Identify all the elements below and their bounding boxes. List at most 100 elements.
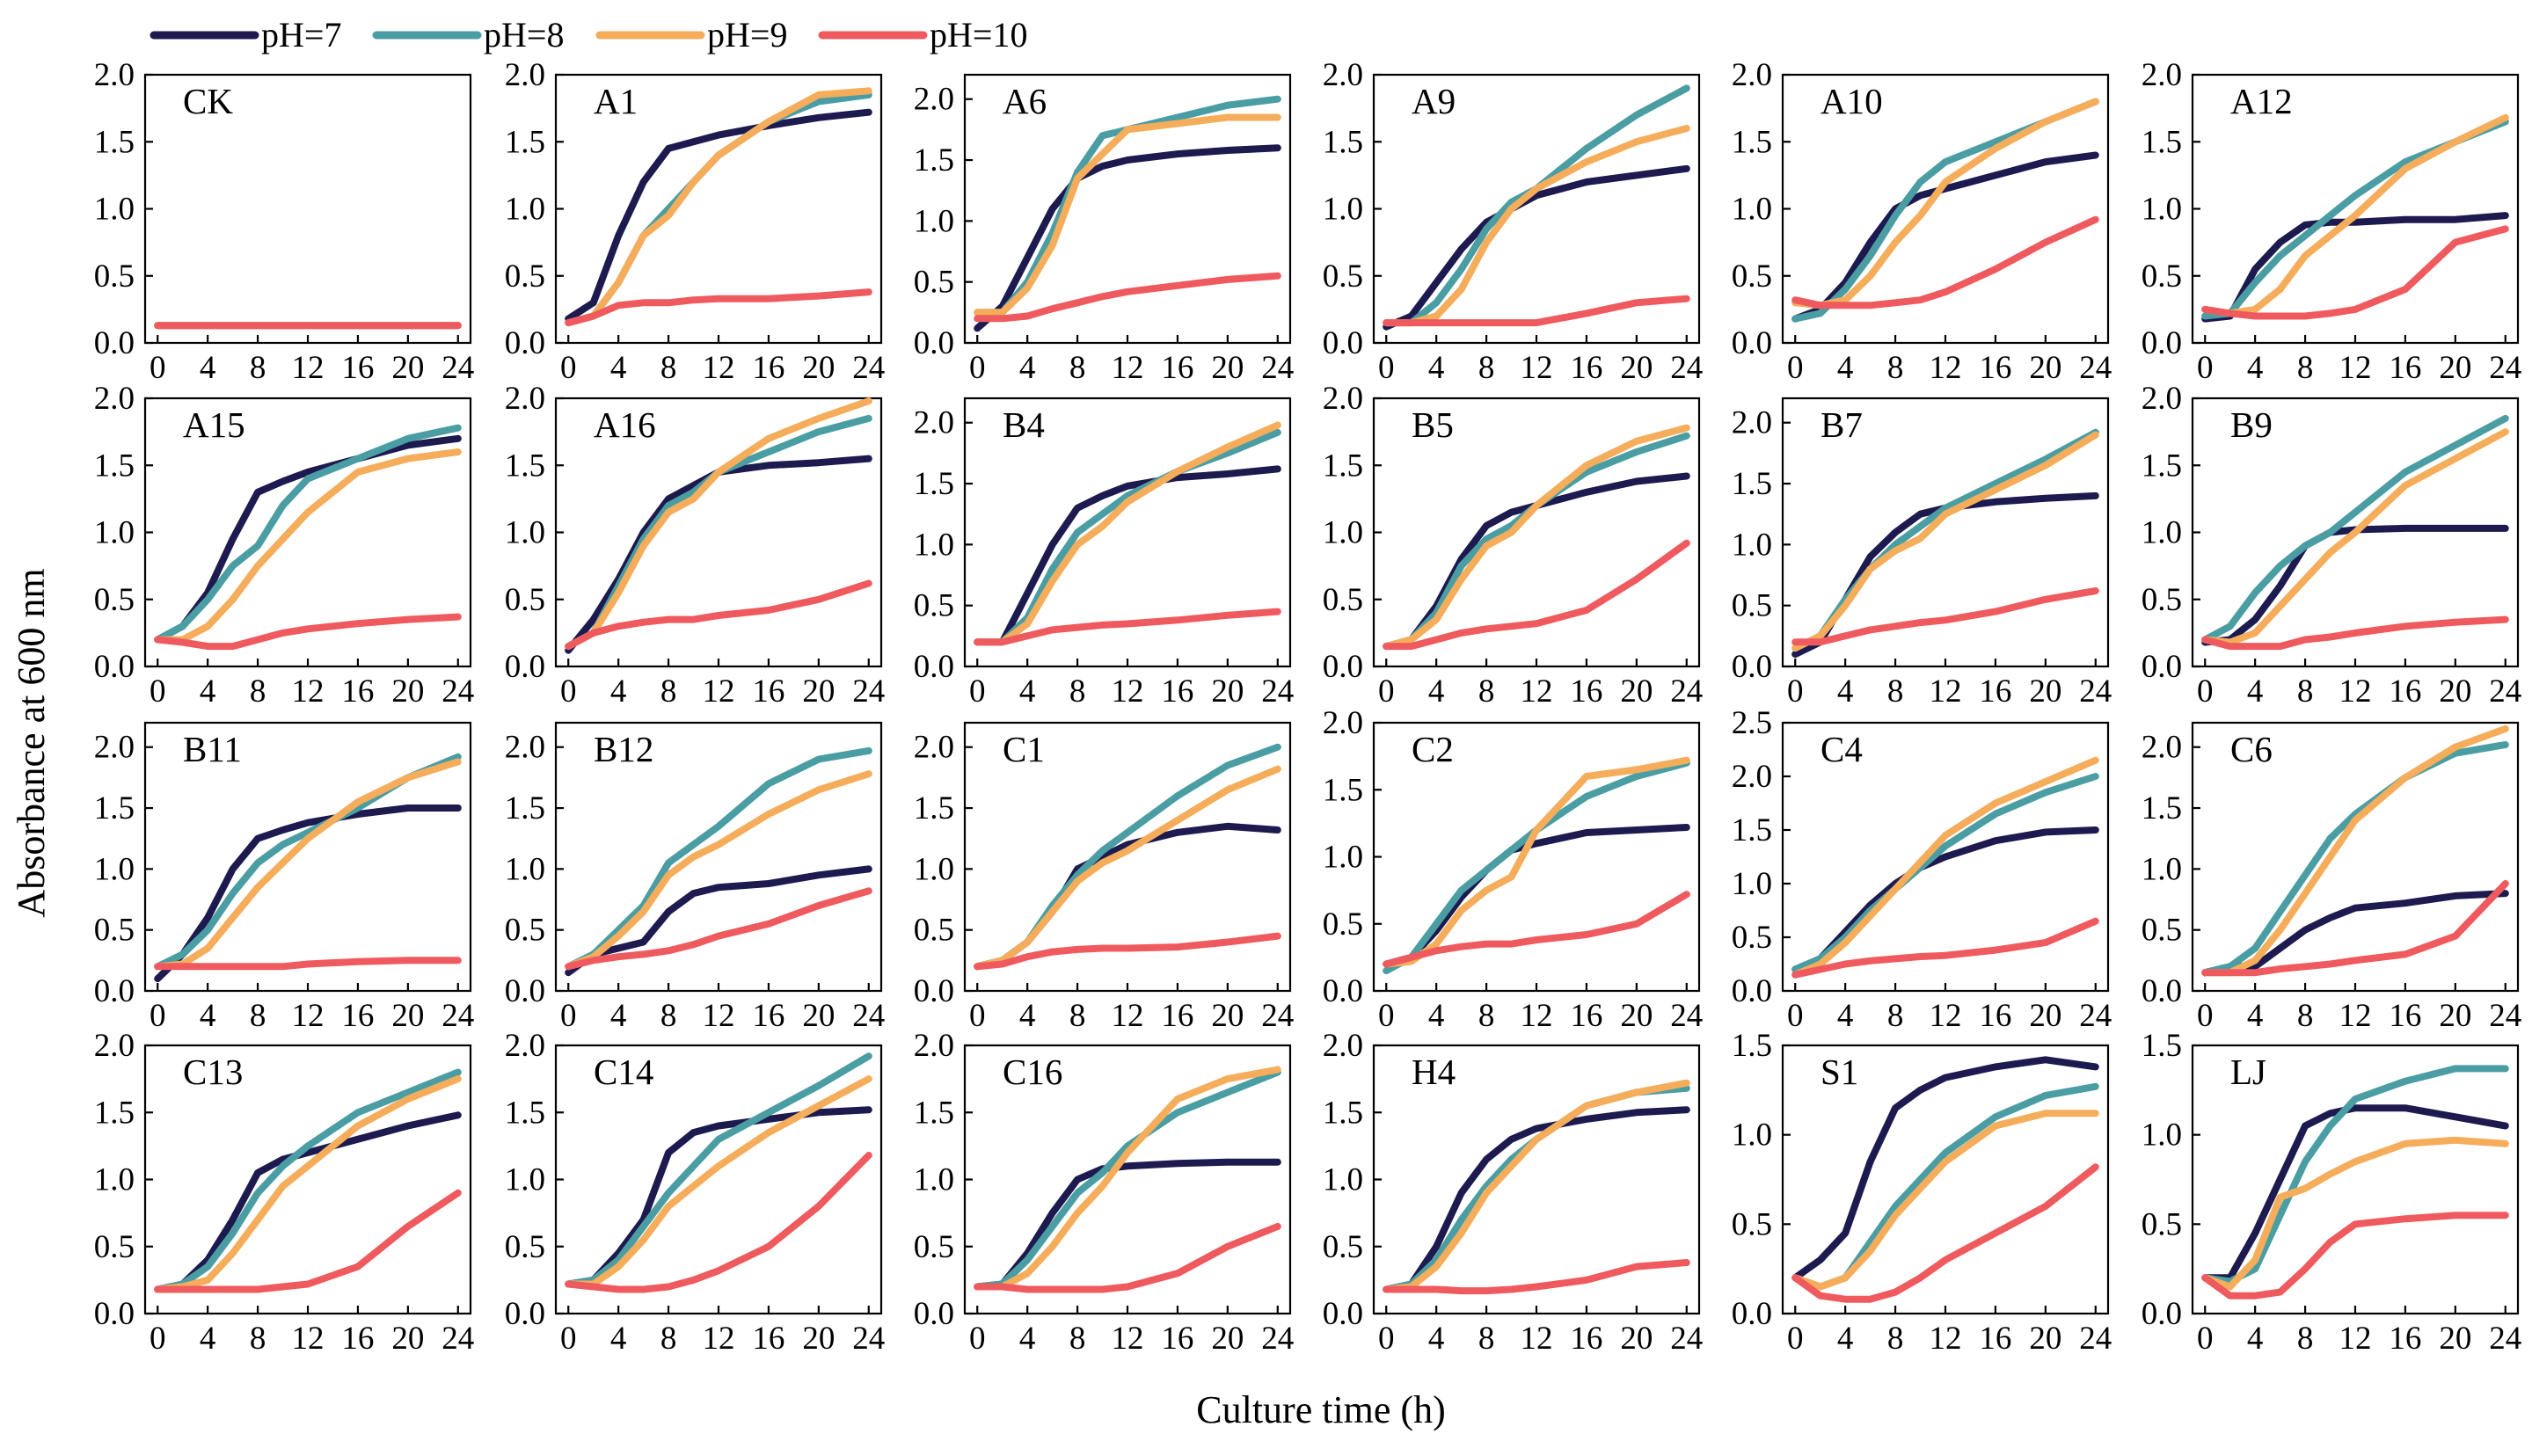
y-tick-label: 1.0 bbox=[2142, 851, 2182, 887]
x-tick-label: 24 bbox=[1261, 1321, 1294, 1357]
x-tick-label: 0 bbox=[1787, 673, 1804, 710]
legend-label-pH=8: pH=8 bbox=[484, 15, 564, 55]
x-tick-label: 4 bbox=[1019, 350, 1036, 386]
x-tick-label: 12 bbox=[2339, 998, 2372, 1034]
x-tick-label: 0 bbox=[969, 350, 986, 386]
x-tick-label: 4 bbox=[200, 1321, 216, 1357]
legend: pH=7 pH=8 pH=9 pH=10 bbox=[150, 15, 1027, 55]
x-tick-label: 4 bbox=[1837, 1321, 1854, 1357]
x-tick-label: 16 bbox=[1570, 673, 1602, 710]
panel-label: C13 bbox=[183, 1052, 243, 1092]
y-tick-label: 0.0 bbox=[914, 973, 954, 1009]
y-tick-label: 2.0 bbox=[94, 57, 135, 93]
y-tick-label: 2.0 bbox=[505, 381, 545, 417]
x-tick-label: 12 bbox=[1112, 1321, 1144, 1357]
y-tick-label: 1.5 bbox=[1323, 772, 1363, 808]
x-tick-label: 20 bbox=[391, 350, 424, 386]
y-tick-label: 2.0 bbox=[1323, 381, 1363, 417]
panel-A1: 0.0 0.5 1.0 1.5 2.0 0 4 8 12 16 20 24 A1 bbox=[505, 57, 886, 386]
y-tick-label: 1.0 bbox=[1732, 1117, 1772, 1154]
y-tick-label: 0.5 bbox=[505, 913, 545, 949]
x-tick-label: 4 bbox=[200, 998, 216, 1034]
y-tick-label: 1.0 bbox=[2142, 1117, 2182, 1154]
y-tick-label: 0.0 bbox=[505, 649, 545, 685]
y-tick-label: 1.0 bbox=[94, 515, 135, 551]
panel-LJ: 0.0 0.5 1.0 1.5 0 4 8 12 16 20 24 LJ bbox=[2142, 1028, 2522, 1357]
y-tick-label: 1.0 bbox=[505, 515, 545, 551]
series-line-pH=10-C2 bbox=[1383, 891, 1690, 968]
series-line-pH=7-S1 bbox=[1791, 1056, 2099, 1282]
y-tick-label: 2.0 bbox=[94, 730, 135, 766]
y-tick-label: 0.5 bbox=[2142, 1206, 2182, 1242]
y-tick-label: 0.0 bbox=[94, 325, 135, 361]
series-line-pH=9-C14 bbox=[565, 1075, 872, 1288]
y-tick-label: 0.0 bbox=[1323, 649, 1363, 685]
y-tick-label: 0.5 bbox=[1732, 588, 1772, 624]
panel-label: H4 bbox=[1412, 1052, 1456, 1092]
series-line-pH=10-C1 bbox=[974, 932, 1281, 971]
x-tick-label: 16 bbox=[1979, 350, 2011, 386]
y-tick-label: 1.0 bbox=[914, 527, 954, 563]
x-tick-label: 8 bbox=[1069, 1321, 1086, 1357]
x-tick-label: 24 bbox=[852, 998, 885, 1034]
x-tick-label: 4 bbox=[1428, 350, 1445, 386]
y-tick-label: 0.0 bbox=[94, 973, 135, 1009]
y-tick-label: 0.5 bbox=[2142, 582, 2182, 618]
panel-label: A9 bbox=[1412, 81, 1456, 121]
series-line-pH=9-C6 bbox=[2201, 724, 2509, 977]
y-tick-label: 0.5 bbox=[1323, 258, 1363, 295]
x-tick-label: 8 bbox=[1478, 998, 1495, 1034]
x-tick-label: 24 bbox=[2489, 1321, 2521, 1357]
y-tick-label: 1.5 bbox=[914, 142, 954, 178]
y-tick-label: 0.5 bbox=[94, 1229, 135, 1265]
x-tick-label: 0 bbox=[1378, 1321, 1395, 1357]
x-tick-label: 4 bbox=[1428, 673, 1445, 710]
x-tick-label: 20 bbox=[2439, 998, 2471, 1034]
y-tick-label: 0.5 bbox=[94, 582, 135, 618]
panel-C13: 0.0 0.5 1.0 1.5 2.0 0 4 8 12 16 20 24 C13 bbox=[94, 1028, 475, 1357]
x-tick-label: 12 bbox=[2339, 1321, 2372, 1357]
panel-C2: 0.0 0.5 1.0 1.5 2.0 0 4 8 12 16 20 24 C2 bbox=[1323, 705, 1704, 1034]
y-tick-label: 2.0 bbox=[1732, 405, 1772, 441]
panel-C14: 0.0 0.5 1.0 1.5 2.0 0 4 8 12 16 20 24 C14 bbox=[505, 1028, 886, 1357]
panel-A10: 0.0 0.5 1.0 1.5 2.0 0 4 8 12 16 20 24 A10 bbox=[1732, 57, 2112, 386]
y-tick-label: 0.0 bbox=[1323, 973, 1363, 1009]
y-tick-label: 0.5 bbox=[505, 258, 545, 295]
panel-label: C4 bbox=[1821, 729, 1863, 769]
y-tick-label: 1.0 bbox=[94, 1162, 135, 1198]
x-tick-label: 12 bbox=[1930, 673, 1962, 710]
y-tick-label: 1.5 bbox=[94, 124, 135, 160]
y-tick-label: 1.5 bbox=[2142, 448, 2182, 484]
x-tick-label: 12 bbox=[1521, 1321, 1553, 1357]
x-tick-label: 8 bbox=[2297, 350, 2314, 386]
y-tick-label: 2.0 bbox=[914, 82, 954, 118]
y-tick-label: 0.5 bbox=[94, 913, 135, 949]
y-tick-label: 1.0 bbox=[94, 192, 135, 228]
x-tick-label: 0 bbox=[2197, 673, 2214, 710]
y-tick-label: 1.5 bbox=[2142, 1028, 2182, 1064]
x-tick-label: 20 bbox=[2029, 350, 2061, 386]
y-tick-label: 2.0 bbox=[94, 1028, 135, 1064]
x-tick-label: 16 bbox=[752, 350, 784, 386]
x-tick-label: 12 bbox=[1930, 998, 1962, 1034]
x-tick-label: 24 bbox=[1261, 998, 1294, 1034]
y-tick-label: 0.0 bbox=[1732, 1296, 1772, 1332]
x-tick-label: 20 bbox=[1620, 350, 1653, 386]
series-line-pH=7-B11 bbox=[154, 804, 462, 983]
y-tick-label: 0.5 bbox=[1323, 582, 1363, 618]
y-tick-label: 2.0 bbox=[1732, 759, 1772, 795]
x-tick-label: 8 bbox=[1069, 998, 1086, 1034]
series-line-pH=10-B11 bbox=[154, 957, 462, 971]
x-tick-label: 24 bbox=[1670, 998, 1703, 1034]
x-tick-label: 8 bbox=[1069, 350, 1086, 386]
series-line-pH=8-C14 bbox=[565, 1052, 872, 1288]
x-tick-label: 12 bbox=[1521, 350, 1553, 386]
series-line-pH=9-A1 bbox=[565, 87, 872, 327]
x-tick-label: 20 bbox=[802, 673, 835, 710]
x-tick-label: 8 bbox=[1478, 350, 1495, 386]
x-tick-label: 16 bbox=[752, 998, 784, 1034]
y-tick-label: 0.0 bbox=[2142, 325, 2182, 361]
x-tick-label: 16 bbox=[2389, 1321, 2421, 1357]
panel-B7: 0.0 0.5 1.0 1.5 2.0 0 4 8 12 16 20 24 B7 bbox=[1732, 397, 2112, 710]
x-tick-label: 12 bbox=[1112, 350, 1144, 386]
